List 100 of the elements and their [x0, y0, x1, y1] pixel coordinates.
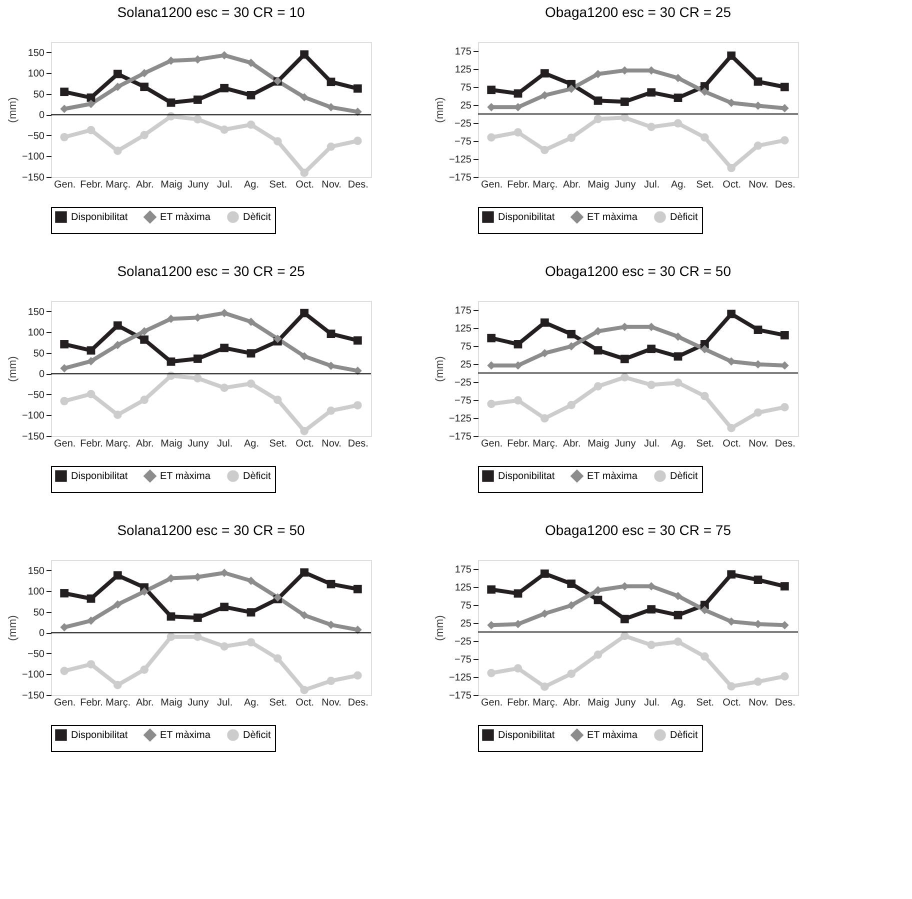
x-tick-label: Maig	[588, 698, 610, 708]
legend-label: Disponibilitat	[71, 730, 128, 742]
point	[647, 605, 656, 614]
x-tick-label: Ag.	[244, 180, 260, 190]
x-tick-label: Des.	[774, 438, 796, 450]
x-tick-label: Oct.	[296, 438, 314, 450]
legend-label: Dèficit	[670, 730, 698, 742]
x-tick-label: Gen.	[480, 698, 503, 708]
point	[620, 373, 629, 382]
x-tick-label: Gen.	[54, 438, 76, 450]
y-tick-label: 125	[454, 582, 472, 594]
point	[86, 346, 96, 355]
y-tick-label: −25	[454, 118, 472, 130]
point	[86, 126, 96, 134]
y-axis-title: (mm)	[434, 615, 446, 641]
point	[567, 580, 576, 588]
x-tick-label: Nov.	[748, 438, 768, 450]
chart-title: Obaga1200 esc = 30 CR = 75	[544, 522, 732, 538]
point	[674, 352, 682, 361]
y-tick-label: −75	[454, 654, 472, 666]
point	[487, 400, 496, 408]
x-tick-label: Maig	[160, 438, 182, 450]
y-tick-label: 0	[38, 369, 45, 380]
point	[620, 632, 629, 640]
point	[300, 568, 309, 577]
x-tick-label: Ag.	[670, 438, 686, 450]
point	[620, 614, 629, 624]
point	[86, 594, 96, 603]
y-tick-label: −50	[28, 390, 45, 401]
point	[353, 336, 362, 345]
x-tick-label: Ag.	[670, 698, 686, 708]
point	[700, 392, 709, 400]
point	[246, 318, 256, 326]
y-tick-label: −125	[448, 154, 472, 166]
point	[273, 137, 282, 146]
point	[567, 134, 576, 142]
point	[220, 125, 229, 134]
point	[594, 346, 602, 355]
legend-label: Dèficit	[670, 212, 698, 224]
point	[60, 666, 69, 676]
point	[246, 379, 256, 388]
point	[353, 401, 362, 410]
x-tick-label: Abr.	[136, 180, 154, 190]
y-tick-label: 75	[460, 342, 472, 352]
y-tick-label: −100	[22, 410, 45, 422]
point	[220, 384, 229, 392]
x-tick-label: Jul.	[644, 698, 660, 708]
point	[700, 133, 709, 142]
x-tick-label: Febr.	[80, 698, 103, 708]
point	[487, 668, 496, 678]
point	[353, 671, 362, 680]
point	[567, 330, 576, 338]
point	[540, 146, 549, 154]
point	[193, 96, 202, 104]
legend-label: ET màxima	[587, 471, 638, 482]
point	[540, 682, 549, 691]
x-tick-label: Gen.	[480, 180, 503, 190]
point	[140, 335, 149, 344]
point	[193, 354, 202, 363]
point	[140, 587, 149, 596]
point	[300, 50, 309, 59]
x-tick-label: Abr.	[562, 180, 581, 190]
x-tick-label: Nov.	[748, 698, 768, 708]
y-tick-label: −25	[454, 378, 472, 388]
point	[567, 670, 576, 678]
point	[780, 82, 789, 92]
legend-label: Disponibilitat	[498, 212, 555, 224]
y-tick-label: −75	[454, 396, 472, 406]
y-tick-label: −175	[448, 690, 472, 702]
point	[700, 87, 709, 96]
x-tick-label: Nov.	[322, 698, 342, 708]
x-tick-label: Jul.	[217, 438, 233, 450]
point	[674, 94, 682, 102]
point	[754, 326, 762, 334]
point	[727, 310, 736, 318]
y-tick-label: −25	[454, 636, 472, 648]
point	[113, 70, 122, 78]
point	[700, 652, 709, 661]
point	[300, 426, 309, 436]
point	[647, 640, 656, 650]
x-tick-label: Juny	[188, 698, 209, 708]
point	[700, 606, 709, 614]
x-tick-label: Juny	[188, 180, 209, 190]
y-tick-label: 25	[460, 100, 472, 112]
x-tick-label: Abr.	[136, 438, 154, 450]
x-tick-label: Oct.	[722, 180, 742, 190]
y-tick-label: 75	[460, 82, 472, 94]
point	[113, 321, 122, 330]
point	[487, 334, 496, 342]
x-tick-label: Abr.	[136, 698, 154, 708]
legend-label: ET màxima	[160, 212, 211, 224]
y-tick-label: −75	[454, 136, 472, 148]
point	[780, 403, 789, 412]
point	[727, 164, 736, 172]
y-tick-label: 25	[460, 618, 472, 630]
point	[727, 51, 736, 60]
y-tick-label: 150	[28, 306, 45, 318]
point	[567, 601, 576, 610]
point	[300, 686, 309, 694]
point	[220, 344, 229, 352]
